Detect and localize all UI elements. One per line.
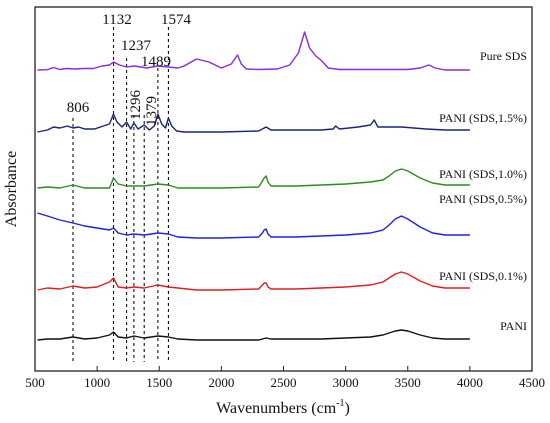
- series-line: [37, 329, 470, 341]
- series-labels: Pure SDS PANI (SDS,1.5%) PANI (SDS,1.0%) PA…: [439, 49, 527, 333]
- peak-label: 1132: [102, 12, 131, 28]
- series-line: [37, 113, 470, 133]
- peak-label: 1379: [144, 96, 160, 126]
- series-group: [37, 31, 470, 341]
- x-tick-label: 1000: [84, 375, 110, 390]
- peak-label: 1237: [121, 38, 152, 54]
- x-tick-label: 1500: [146, 375, 172, 390]
- series-label: Pure SDS: [480, 49, 527, 63]
- x-axis-title: Wavenumbers (cm-1): [216, 398, 350, 417]
- series-label: PANI (SDS,1.5%): [439, 111, 527, 125]
- series-line: [37, 31, 470, 71]
- x-axis-title-sup: -1: [336, 398, 344, 409]
- peak-label: 1489: [141, 54, 171, 70]
- x-axis-title-main: Wavenumbers (cm: [216, 400, 337, 417]
- x-tick-label: 2000: [208, 375, 234, 390]
- x-tick-label: 3000: [333, 375, 359, 390]
- plot-frame: [34, 6, 533, 372]
- series-label: PANI (SDS,1.0%): [439, 167, 527, 181]
- series-line: [37, 212, 470, 239]
- series-line: [37, 271, 470, 291]
- x-ticks: 500 1000 1500 2000 2500 3000 3500 4000 4500: [25, 366, 545, 390]
- peak-label: 806: [67, 100, 90, 116]
- peak-label: 1296: [128, 90, 144, 121]
- x-tick-label: 2500: [271, 375, 297, 390]
- series-line: [37, 168, 470, 189]
- series-label: PANI (SDS,0.5%): [439, 192, 527, 206]
- x-axis-title-close: ): [345, 400, 350, 417]
- series-label: PANI (SDS,0.1%): [439, 269, 527, 283]
- x-tick-label: 4000: [457, 375, 483, 390]
- series-label: PANI: [500, 319, 527, 333]
- y-axis-title: Absorbance: [3, 151, 20, 227]
- x-tick-label: 500: [25, 375, 45, 390]
- peak-labels: 806 1132 1237 1296 1379 1489 1574: [67, 12, 192, 126]
- peak-label: 1574: [161, 12, 192, 28]
- peak-lines: [72, 27, 169, 362]
- x-tick-label: 4500: [519, 375, 545, 390]
- x-tick-label: 3500: [395, 375, 421, 390]
